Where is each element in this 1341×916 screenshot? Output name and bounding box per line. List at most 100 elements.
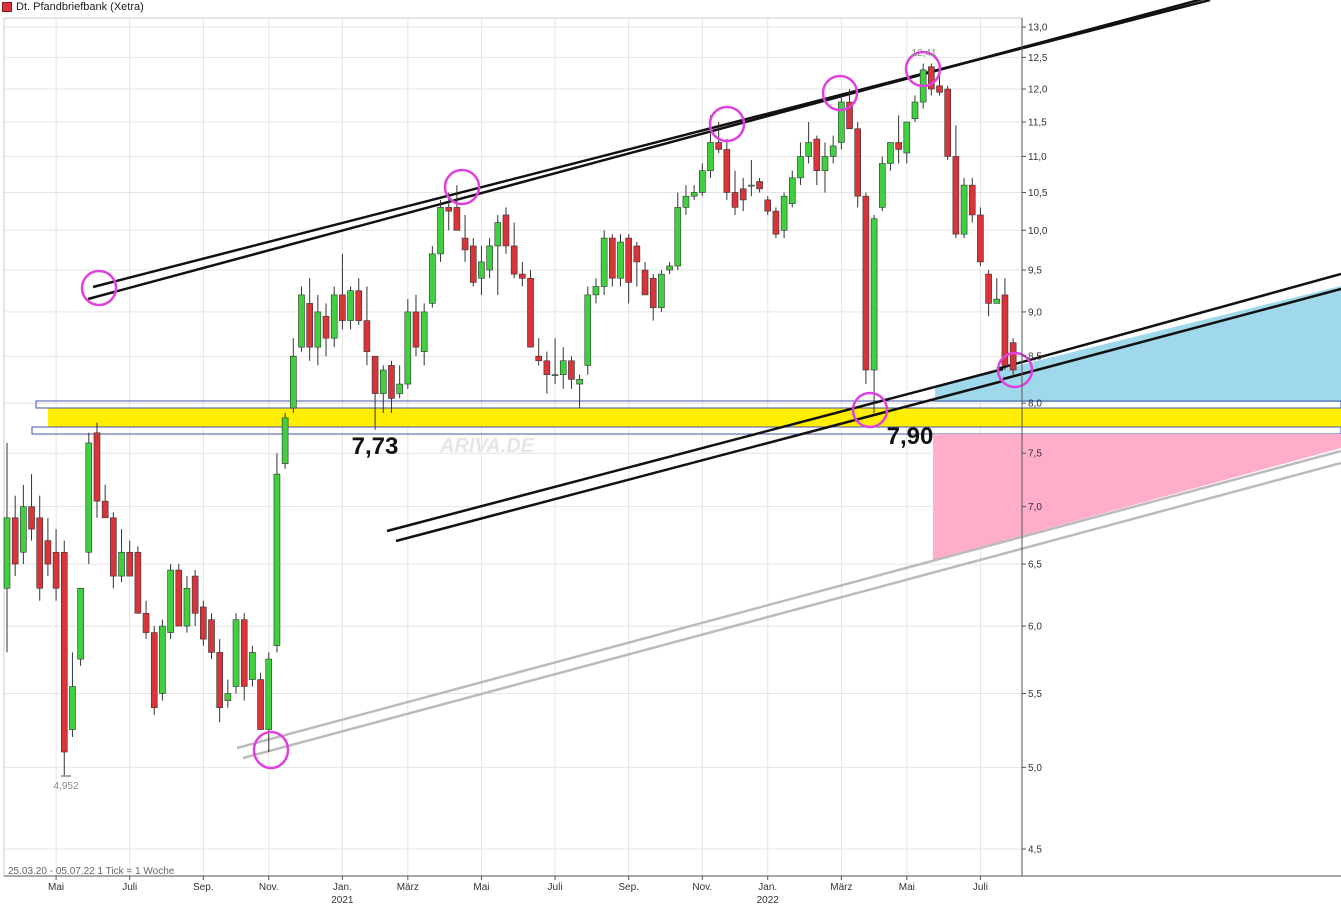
y-tick-label: 4,5 [1028,845,1042,856]
candle-up [682,195,690,208]
candle-down [150,632,158,709]
marker-circle [708,105,746,143]
candle-down [649,277,657,308]
series-legend-icon [2,2,12,12]
marker-circle [443,168,481,206]
x-year-label: 2021 [331,895,354,906]
candle-up [666,265,673,271]
candle-up [85,442,93,553]
candle-up [273,473,281,647]
candle-up [298,294,305,348]
x-tick-label: Jan. [333,882,352,893]
pink-zone [933,434,1341,560]
candle-down [568,360,575,380]
y-tick-label: 6,5 [1028,560,1042,571]
candle-up [870,218,878,371]
y-tick-label: 5,0 [1028,763,1042,774]
candle-up [960,184,968,235]
candle-up [420,311,428,352]
candle-down [388,365,395,399]
candle-up [314,311,322,348]
candle-down [52,551,60,589]
lower-channel-line [242,461,1341,760]
candle-down [28,506,35,530]
candle-up [993,298,1001,304]
candle-up [829,145,837,157]
marker-circle [252,730,290,770]
annotation-7-90: 7,90 [887,423,934,450]
candle-down [208,619,215,653]
candle-down [944,88,952,157]
y-tick-label: 9,0 [1028,307,1042,318]
candle-down [240,619,248,687]
x-axis: Mai Juli Sep. Nov. Jan. 2021 März Mai Juli Sep. No… [4,875,1341,906]
candle-down [44,540,52,565]
candle-down [1009,342,1017,371]
support-box-upper [35,400,1341,409]
x-tick-label: Mai [48,882,64,893]
candle-down [519,273,526,279]
candle-up [788,177,796,204]
x-tick-label: Juli [973,882,988,893]
chart-title-text: Dt. Pfandbriefbank (Xetra) [16,1,144,13]
candle-down [461,237,469,251]
candle-up [551,374,559,376]
candle-down [609,237,616,279]
marker-circles [80,50,1034,770]
candle-up [224,693,232,701]
candle-down [928,66,935,90]
candle-up [69,686,76,730]
candle-up [486,245,493,271]
candle-up [3,517,11,589]
candle-down [445,207,453,212]
x-tick-label: Sep. [618,882,639,893]
support-box-lower [31,426,1341,435]
lower-channel-line [236,449,1341,750]
trend-channels [87,0,1341,760]
candle-down [633,245,641,263]
x-tick-label: Jan. [758,882,777,893]
x-tick-label: Nov. [692,882,712,893]
x-tick-label: Mai [899,882,915,893]
y-tick-label: 10,0 [1028,226,1048,237]
candle-down [363,320,371,352]
candle-down [510,245,518,275]
y-tick-label: 11,5 [1028,117,1047,128]
candle-down [968,184,976,216]
candle-down [175,569,183,627]
candle-up [690,192,698,197]
candle-up [617,241,624,279]
candle-down [543,360,551,375]
candle-up [748,184,755,187]
marker-circle [821,74,859,112]
channel-line [1002,287,1341,381]
y-tick-label: 11,0 [1028,152,1047,163]
candle-down [731,192,739,208]
y-tick-label: 7,5 [1028,449,1042,460]
candle-down [977,214,984,263]
candle-down [535,355,543,362]
yellow-support-band [48,408,1341,427]
candle-up [289,355,297,409]
candle-down [772,210,780,235]
candle-up [183,587,191,627]
candle-up [437,207,444,255]
candle-down [453,207,461,231]
x-tick-label: März [397,882,419,893]
candle-down [846,101,853,130]
y-tick-label: 12,0 [1028,85,1048,96]
candle-up [347,290,354,321]
y-axis: 13,0 12,5 12,0 11,5 11,0 10,5 10,0 9,5 9,0 8,5 8,0… [1021,18,1048,876]
candle-up [478,261,485,279]
candle-down [11,517,19,565]
candle-up [584,294,592,366]
x-tick-label: Juli [122,882,137,893]
candle-up [600,237,608,287]
candle-up [674,207,682,267]
candle-down [257,679,264,730]
candle-down [36,517,44,589]
candle-down [142,612,150,633]
marker-circle [851,391,889,429]
candle-down [134,551,142,614]
candle-down [412,311,420,348]
